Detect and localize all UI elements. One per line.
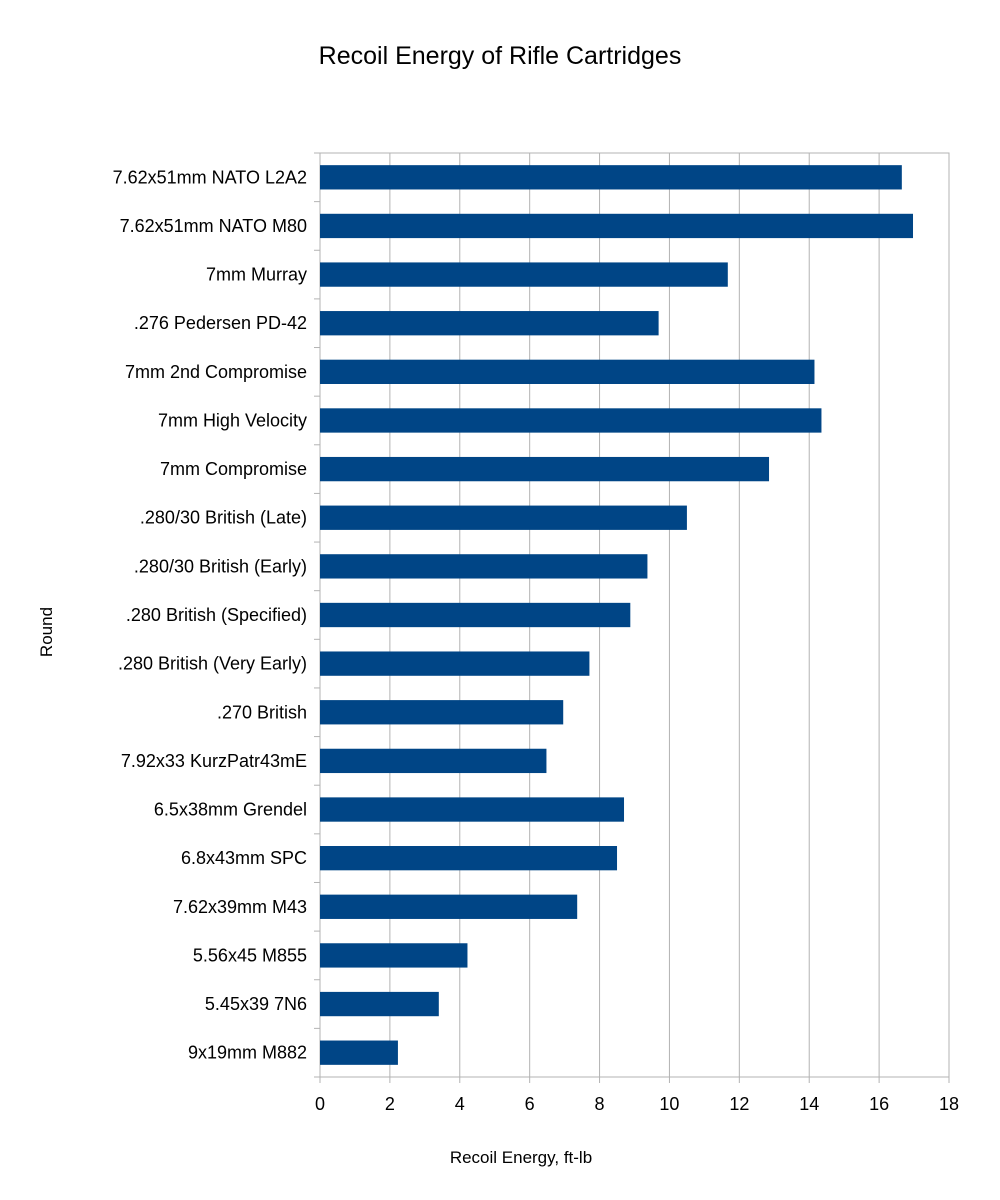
bar <box>320 213 914 239</box>
category-label: 7mm 2nd Compromise <box>125 362 307 382</box>
category-label: 7.62x51mm NATO M80 <box>120 216 307 236</box>
x-axis-title: Recoil Energy, ft-lb <box>450 1148 592 1167</box>
bar <box>320 456 770 482</box>
category-label: 7mm High Velocity <box>158 410 307 430</box>
category-label: .280 British (Specified) <box>126 605 307 625</box>
bar <box>320 1040 398 1065</box>
x-tick-label: 0 <box>315 1094 325 1114</box>
bar <box>320 846 618 871</box>
bar <box>320 797 625 822</box>
category-labels: 7.62x51mm NATO L2A2 7.62x51mm NATO M80 7mm… <box>113 167 307 1062</box>
x-tick-label: 4 <box>455 1094 465 1114</box>
x-tick-label: 16 <box>869 1094 889 1114</box>
x-tick-label: 14 <box>799 1094 819 1114</box>
y-axis-title: Round <box>37 607 56 657</box>
category-label: 7.62x51mm NATO L2A2 <box>113 167 307 187</box>
bar <box>320 359 815 384</box>
bar <box>320 311 659 336</box>
bar <box>320 943 468 968</box>
x-tick-label: 2 <box>385 1094 395 1114</box>
category-label: .270 British <box>217 702 307 722</box>
category-label: 6.8x43mm SPC <box>181 848 307 868</box>
bar <box>320 262 728 287</box>
bar <box>320 505 687 530</box>
x-tick-label: 12 <box>729 1094 749 1114</box>
x-tick-label: 10 <box>659 1094 679 1114</box>
bar <box>320 991 439 1017</box>
bar <box>320 554 648 579</box>
x-tick-label: 6 <box>525 1094 535 1114</box>
x-tick-label: 18 <box>939 1094 959 1114</box>
category-label: 5.56x45 M855 <box>193 945 307 965</box>
bar <box>320 408 822 433</box>
category-label: 7.92x33 KurzPatr43mE <box>121 751 307 771</box>
category-label: .280 British (Very Early) <box>118 654 307 674</box>
category-label: 7.62x39mm M43 <box>173 897 307 917</box>
category-label: 5.45x39 7N6 <box>205 994 307 1014</box>
category-label: 7mm Compromise <box>160 459 307 479</box>
category-label: 9x19mm M882 <box>188 1043 307 1063</box>
bars <box>320 165 914 1065</box>
category-label: .280/30 British (Early) <box>134 556 307 576</box>
bar <box>320 602 631 628</box>
bar <box>320 700 564 725</box>
chart-title: Recoil Energy of Rifle Cartridges <box>319 42 682 70</box>
bar <box>320 651 590 676</box>
category-label: .280/30 British (Late) <box>140 508 307 528</box>
bar <box>320 165 902 190</box>
x-tick-labels: 0 2 4 6 8 10 12 14 16 18 <box>315 1094 959 1114</box>
bar <box>320 894 578 919</box>
category-label: 6.5x38mm Grendel <box>154 800 307 820</box>
x-tick-label: 8 <box>595 1094 605 1114</box>
category-label: 7mm Murray <box>206 265 307 285</box>
bar <box>320 748 547 774</box>
category-label: .276 Pedersen PD-42 <box>134 313 307 333</box>
